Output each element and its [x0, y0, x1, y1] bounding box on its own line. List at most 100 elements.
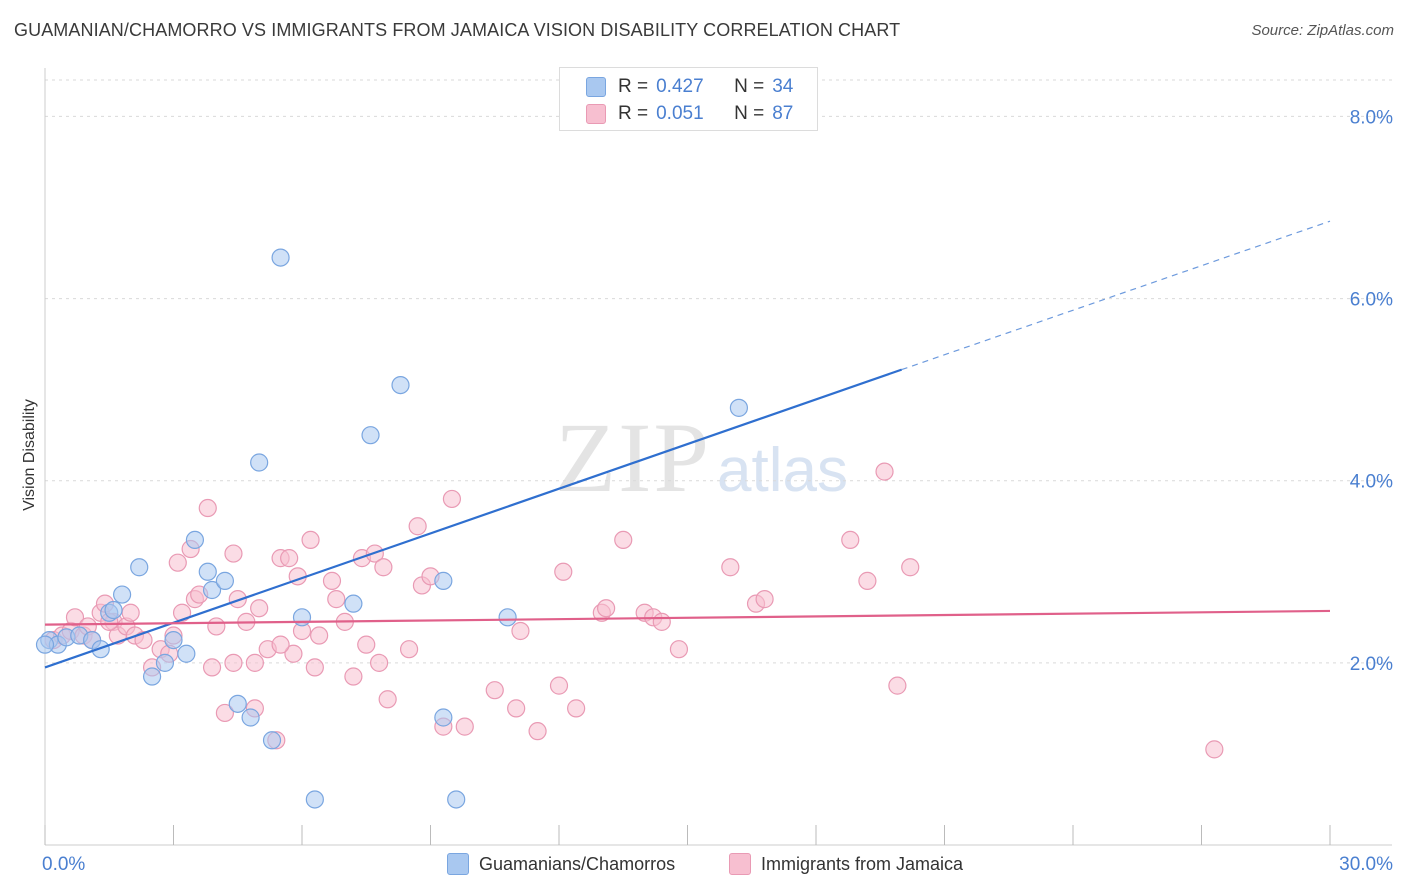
- y-tick-label: 8.0%: [1350, 107, 1393, 128]
- legend-n-label: N =: [734, 103, 765, 124]
- point-guamanian: [164, 630, 183, 650]
- point-jamaica: [65, 608, 85, 627]
- legend-n-value: 87: [772, 103, 794, 124]
- point-guamanian: [35, 635, 55, 654]
- point-jamaica: [597, 599, 616, 618]
- point-guamanian: [434, 708, 453, 727]
- point-jamaica: [1205, 740, 1224, 759]
- point-jamaica: [554, 562, 573, 581]
- legend-r-value: 0.051: [656, 103, 704, 124]
- point-jamaica: [614, 530, 633, 550]
- legend-r-label: R =: [618, 76, 649, 97]
- point-jamaica: [310, 626, 329, 645]
- point-jamaica: [198, 498, 217, 518]
- trend-line-guamanian-extension: [901, 220, 1331, 371]
- y-tick-label: 4.0%: [1350, 472, 1393, 493]
- y-tick-label: 2.0%: [1350, 654, 1393, 675]
- point-jamaica: [134, 630, 153, 650]
- point-jamaica: [305, 658, 324, 677]
- watermark: ZIPatlas: [555, 400, 848, 515]
- point-guamanian: [434, 571, 453, 590]
- point-guamanian: [155, 653, 175, 672]
- point-jamaica: [567, 699, 586, 718]
- point-guamanian: [344, 594, 363, 613]
- point-guamanian: [198, 562, 217, 581]
- point-jamaica: [357, 635, 376, 654]
- point-jamaica: [442, 489, 462, 509]
- source-label: Source: ZipAtlas.com: [1251, 22, 1394, 39]
- y-axis-label: Vision Disability: [21, 399, 38, 511]
- chart-title: GUAMANIAN/CHAMORRO VS IMMIGRANTS FROM JA…: [14, 20, 901, 40]
- legend-swatch-pink: [586, 104, 606, 124]
- point-guamanian: [262, 731, 282, 750]
- point-guamanian: [498, 608, 517, 627]
- point-jamaica: [399, 640, 419, 659]
- legend: R = 0.427 N = 34 R = 0.051 N = 87: [559, 67, 818, 131]
- watermark-zip: ZIP: [555, 402, 711, 513]
- point-guamanian: [292, 608, 312, 627]
- x-tick-label: 0.0%: [42, 854, 85, 875]
- point-jamaica: [370, 653, 389, 672]
- point-jamaica: [652, 612, 671, 631]
- trend-line-guamanian: [44, 368, 903, 669]
- point-guamanian: [250, 453, 269, 472]
- point-jamaica: [245, 653, 264, 672]
- point-jamaica: [888, 676, 907, 695]
- point-jamaica: [228, 590, 247, 609]
- point-jamaica: [168, 553, 187, 572]
- point-jamaica: [408, 517, 427, 536]
- bottom-legend-swatch-blue: [447, 853, 469, 875]
- point-guamanian: [202, 580, 222, 600]
- point-guamanian: [104, 600, 123, 620]
- point-jamaica: [511, 621, 530, 641]
- point-jamaica: [374, 558, 393, 577]
- point-jamaica: [858, 571, 877, 590]
- legend-swatch-blue: [586, 77, 606, 97]
- point-guamanian: [130, 558, 149, 577]
- point-jamaica: [250, 599, 269, 618]
- point-guamanian: [142, 667, 162, 686]
- point-guamanian: [185, 530, 205, 550]
- point-jamaica: [284, 644, 303, 663]
- point-jamaica: [224, 653, 243, 672]
- point-jamaica: [669, 640, 689, 659]
- point-jamaica: [549, 676, 569, 695]
- point-guamanian: [177, 644, 196, 663]
- point-jamaica: [301, 530, 320, 550]
- point-jamaica: [280, 549, 299, 568]
- legend-row-series2: R = 0.051 N = 87: [586, 101, 793, 127]
- y-tick-label: 6.0%: [1350, 290, 1393, 311]
- point-jamaica: [224, 544, 243, 563]
- point-jamaica: [841, 530, 860, 550]
- point-guamanian: [241, 708, 260, 727]
- point-guamanian: [271, 248, 290, 267]
- legend-r-value: 0.427: [656, 76, 704, 97]
- watermark-atlas: atlas: [717, 436, 848, 505]
- point-guamanian: [228, 694, 247, 713]
- bottom-legend-label: Immigrants from Jamaica: [761, 853, 964, 874]
- legend-n-value: 34: [772, 76, 794, 97]
- point-jamaica: [485, 681, 504, 700]
- point-jamaica: [455, 717, 474, 736]
- point-guamanian: [112, 585, 132, 604]
- point-jamaica: [121, 603, 140, 622]
- legend-row-series1: R = 0.427 N = 34: [586, 74, 793, 100]
- point-jamaica: [528, 722, 547, 741]
- point-jamaica: [755, 590, 774, 609]
- point-jamaica: [721, 558, 740, 577]
- point-jamaica: [172, 603, 192, 622]
- point-guamanian: [305, 790, 324, 809]
- point-guamanian: [215, 571, 234, 590]
- point-jamaica: [322, 571, 342, 590]
- point-jamaica: [344, 667, 363, 686]
- point-jamaica: [202, 658, 222, 677]
- point-jamaica: [271, 635, 290, 654]
- point-jamaica: [207, 617, 226, 636]
- point-jamaica: [378, 690, 397, 709]
- point-jamaica: [215, 703, 234, 723]
- point-guamanian: [391, 375, 410, 395]
- legend-n-label: N =: [734, 76, 765, 97]
- x-tick-label: 30.0%: [1339, 854, 1393, 875]
- bottom-legend-series1: Guamanians/Chamorros: [447, 852, 675, 876]
